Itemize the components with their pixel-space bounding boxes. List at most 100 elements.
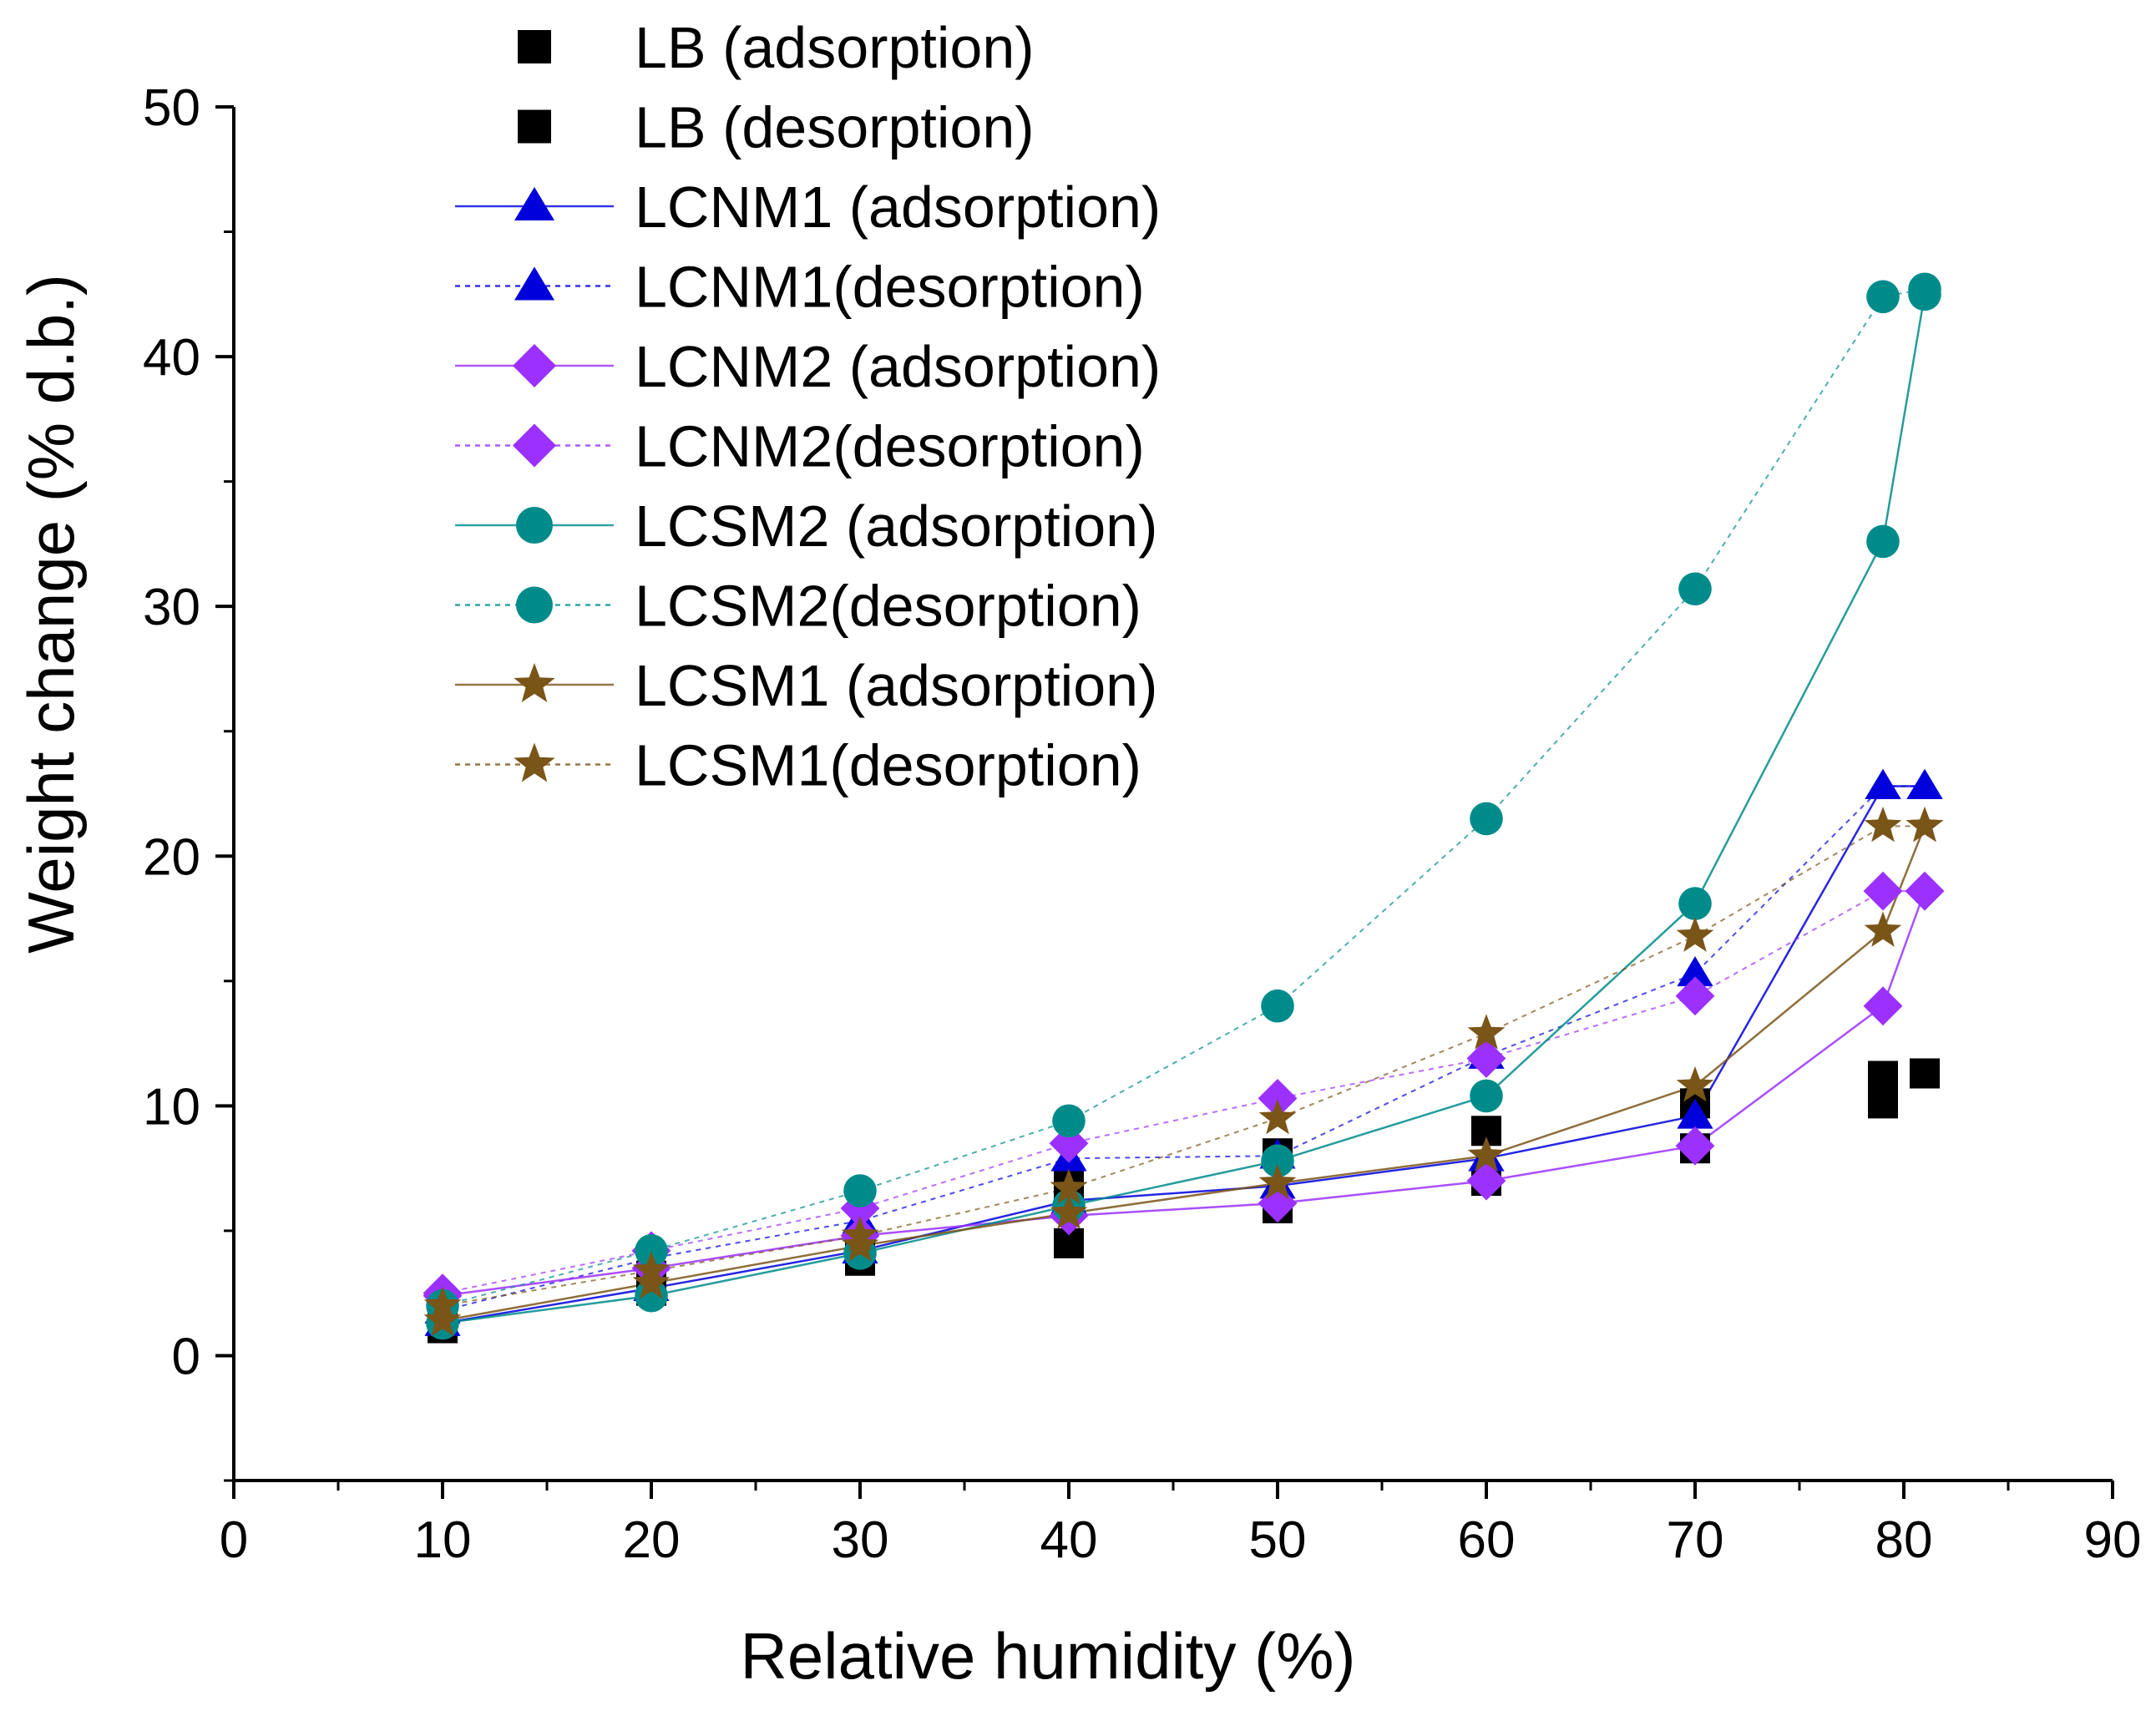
series-line-lcsm1-desorption xyxy=(442,825,1925,1307)
legend-entry-lcnm1-adsorption: LCNM1 (adsorption) xyxy=(455,175,1161,240)
x-tick-label: 70 xyxy=(1667,1511,1724,1569)
data-point-lcsm1-desorption xyxy=(1467,1014,1506,1050)
data-point-lcnm2-adsorption xyxy=(1466,1161,1506,1201)
x-tick-label: 0 xyxy=(220,1511,248,1569)
legend-label: LCSM1 (adsorption) xyxy=(635,653,1157,718)
data-point-lcsm2-desorption xyxy=(1261,989,1294,1023)
data-point-lcnm2-desorption xyxy=(1258,1078,1298,1118)
x-tick-label: 60 xyxy=(1458,1511,1516,1569)
y-tick-label: 40 xyxy=(143,329,200,387)
legend-label: LCSM1(desorption) xyxy=(635,733,1141,798)
data-point-lcsm1-adsorption xyxy=(423,1301,462,1337)
legend-label: LCNM1(desorption) xyxy=(635,255,1145,320)
data-point-lb-desorption xyxy=(1910,1058,1940,1089)
data-point-lcsm1-desorption xyxy=(632,1251,671,1287)
legend-entry-lcnm2-adsorption: LCNM2 (adsorption) xyxy=(455,334,1161,399)
y-tick-label: 50 xyxy=(143,79,200,137)
data-point-lcsm1-adsorption xyxy=(1676,1066,1714,1102)
legend-entry-lcnm2-desorption: LCNM2(desorption) xyxy=(455,414,1145,479)
data-point-lcnm1-adsorption xyxy=(1677,1098,1713,1129)
legend-label: LCNM1 (adsorption) xyxy=(635,175,1161,240)
legend-label: LCNM2 (adsorption) xyxy=(635,334,1161,399)
legend-marker xyxy=(514,742,555,782)
data-point-lcnm2-adsorption xyxy=(1675,1126,1715,1166)
legend-entry-lcsm1-desorption: LCSM1(desorption) xyxy=(455,733,1141,798)
data-point-lcsm2-adsorption xyxy=(1470,1079,1503,1113)
x-axis-title: Relative humidity (%) xyxy=(741,1619,1356,1693)
y-tick-label: 0 xyxy=(172,1328,200,1385)
x-tick-label: 80 xyxy=(1875,1511,1933,1569)
data-point-lcsm1-adsorption xyxy=(1258,1163,1297,1199)
data-point-lcsm2-desorption xyxy=(843,1174,877,1207)
data-point-lcnm2-desorption xyxy=(1675,976,1715,1016)
data-point-lcsm2-desorption xyxy=(1866,280,1900,314)
data-point-lcsm1-adsorption xyxy=(1050,1193,1088,1229)
data-point-lcsm2-desorption xyxy=(1470,802,1503,836)
legend-label: LB (adsorption) xyxy=(635,15,1035,80)
data-point-lcnm2-desorption xyxy=(1863,871,1903,911)
legend-marker xyxy=(518,109,551,144)
data-point-lcsm1-desorption xyxy=(423,1286,462,1322)
data-point-lcnm1-desorption xyxy=(1906,768,1943,799)
legend-label: LB (desorption) xyxy=(635,95,1035,160)
data-point-lb-adsorption xyxy=(1868,1088,1898,1119)
y-tick-label: 20 xyxy=(143,828,200,886)
legend-label: LCSM2 (adsorption) xyxy=(635,494,1157,559)
data-point-lcnm1-desorption xyxy=(1865,768,1901,799)
data-point-lcsm1-desorption xyxy=(1905,807,1944,843)
legend-entry-lcsm1-adsorption: LCSM1 (adsorption) xyxy=(455,653,1157,718)
data-point-lcnm2-desorption xyxy=(1905,871,1945,911)
x-tick-label: 90 xyxy=(2084,1511,2142,1569)
legend-entry-lcsm2-desorption: LCSM2(desorption) xyxy=(455,574,1141,639)
legend: LB (adsorption) LB (desorption) LCNM1 (ads… xyxy=(455,15,1161,798)
legend-label: LCNM2(desorption) xyxy=(635,414,1145,479)
series-line-lcnm2-desorption xyxy=(442,890,1925,1294)
axes: 0 10 20 30 40 50 60 70 80 90 0 10 20 30 40 50 xyxy=(143,79,2141,1569)
data-point-lcsm2-adsorption xyxy=(1866,524,1900,559)
legend-entry-lb-adsorption: LB (adsorption) xyxy=(518,15,1035,80)
data-point-lb-desorption xyxy=(1868,1060,1898,1091)
legend-marker xyxy=(518,30,551,63)
series-line-lcsm2-desorption xyxy=(442,288,1926,1307)
legend-entry-lb-desorption: LB (desorption) xyxy=(518,95,1035,160)
legend-label: LCSM2(desorption) xyxy=(635,574,1141,639)
data-point-lcnm2-adsorption xyxy=(1863,986,1903,1026)
data-point-lcsm2-desorption xyxy=(635,1234,668,1268)
data-point-lcsm2-desorption xyxy=(1052,1104,1086,1138)
data-point-lcsm2-adsorption xyxy=(635,1278,668,1313)
legend-marker xyxy=(516,586,553,624)
x-tick-label: 30 xyxy=(832,1511,889,1569)
data-point-lcsm1-desorption xyxy=(1676,916,1714,952)
data-point-lcnm2-desorption xyxy=(1466,1039,1506,1078)
data-point-lcsm1-adsorption xyxy=(1467,1136,1506,1172)
x-tick-label: 10 xyxy=(414,1511,472,1569)
data-point-lcnm1-desorption xyxy=(1677,956,1713,987)
legend-marker xyxy=(513,423,556,468)
legend-marker xyxy=(514,187,554,220)
data-point-lcsm1-desorption xyxy=(1864,807,1902,843)
y-tick-label: 10 xyxy=(143,1078,200,1136)
legend-marker xyxy=(514,663,555,702)
series-line-lcnm1-desorption xyxy=(442,785,1925,1312)
data-point-lcsm2-desorption xyxy=(1678,572,1712,606)
data-point-lcsm1-adsorption xyxy=(632,1263,671,1299)
x-tick-label: 50 xyxy=(1249,1511,1307,1569)
data-point-lcsm2-adsorption xyxy=(1261,1144,1294,1177)
legend-marker xyxy=(516,507,553,544)
legend-marker xyxy=(514,266,554,301)
data-point-lcsm1-desorption xyxy=(1258,1098,1297,1135)
data-point-lcsm2-adsorption xyxy=(1678,887,1712,920)
legend-entry-lcsm2-adsorption: LCSM2 (adsorption) xyxy=(455,494,1157,559)
y-axis-title: Weight change (% d.b.) xyxy=(14,274,88,954)
legend-marker xyxy=(513,344,556,387)
data-point-lcsm1-adsorption xyxy=(1864,911,1902,947)
y-tick-label: 30 xyxy=(143,579,200,636)
x-tick-label: 40 xyxy=(1040,1511,1098,1569)
plot-markers xyxy=(423,272,1945,1344)
x-tick-label: 20 xyxy=(623,1511,681,1569)
data-point-lcsm1-desorption xyxy=(1050,1168,1088,1204)
legend-entry-lcnm1-desorption: LCNM1(desorption) xyxy=(455,255,1145,320)
data-point-lcsm1-desorption xyxy=(841,1216,879,1252)
data-point-lcsm2-desorption xyxy=(1908,272,1941,306)
